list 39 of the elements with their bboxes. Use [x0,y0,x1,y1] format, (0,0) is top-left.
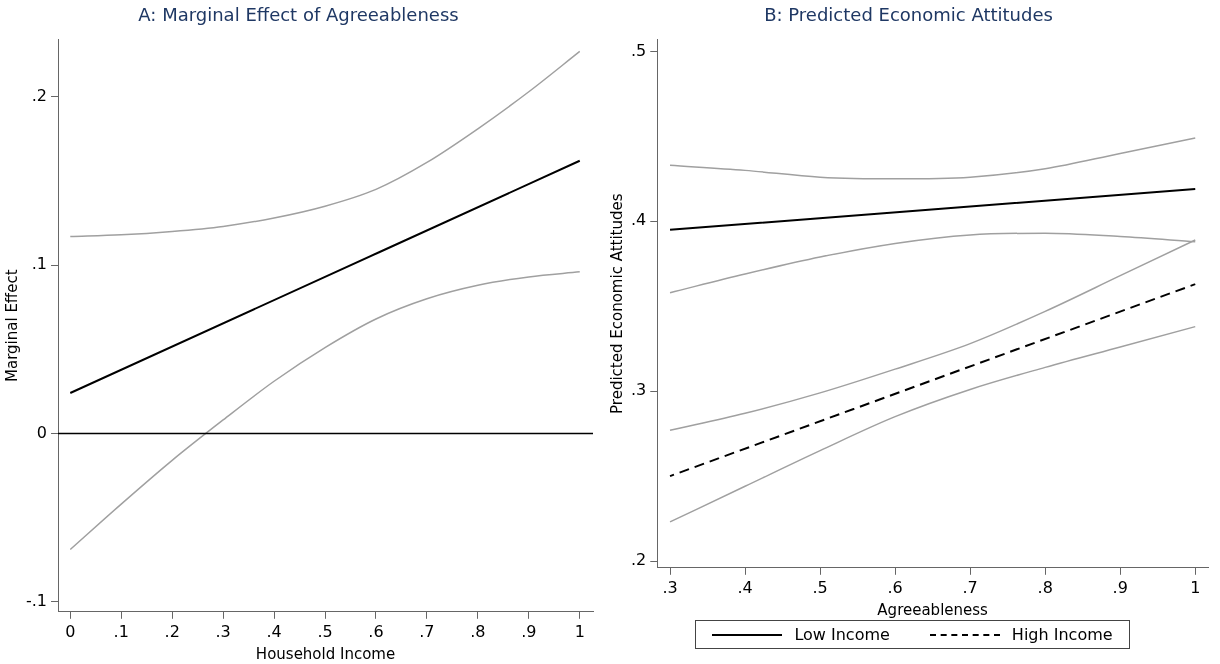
legend-label: Low Income [794,625,890,644]
y-tick-label: .2 [631,550,647,570]
x-tick-label: .2 [164,621,180,641]
line-series [69,50,581,238]
x-tick-label: .6 [368,621,384,641]
x-tick-label: .3 [215,621,231,641]
x-tick-label: .7 [419,621,435,641]
x-axis-title: Household Income [255,644,396,663]
x-tick-label: .8 [1037,577,1053,597]
chart-title: A: Marginal Effect of Agreeableness [138,4,459,26]
y-tick-label: .1 [31,254,48,274]
x-tick-label: .4 [737,577,753,597]
line-series [669,325,1196,523]
x-axis-title: Agreeableness [877,600,989,619]
x-tick-label: 1 [574,621,585,641]
y-tick-label: .3 [631,380,647,400]
x-tick-label: .5 [317,621,333,641]
x-tick-label: 0 [65,621,76,641]
y-axis-title: Marginal Effect [2,269,21,382]
x-tick-label: .4 [266,621,282,641]
line-series [669,137,1196,180]
y-tick-label: 0 [36,422,48,442]
x-tick-label: .1 [113,621,129,641]
y-tick-label: .5 [631,40,647,60]
x-tick-label: .6 [887,577,903,597]
x-tick-label: 1 [1190,577,1201,597]
legend-label: High Income [1011,625,1113,644]
x-tick-label: .9 [1112,577,1128,597]
x-tick-label: .3 [662,577,678,597]
y-axis-title: Predicted Economic Attitudes [607,193,626,414]
line-series [69,271,581,551]
y-tick-label: .4 [631,210,647,230]
x-tick-label: .5 [812,577,828,597]
x-tick-label: .8 [470,621,486,641]
x-tick-label: .7 [962,577,978,597]
chart-title: B: Predicted Economic Attitudes [764,4,1053,26]
x-tick-label: .9 [521,621,537,641]
y-tick-label: .2 [31,85,48,105]
y-tick-label: -.1 [25,590,48,610]
